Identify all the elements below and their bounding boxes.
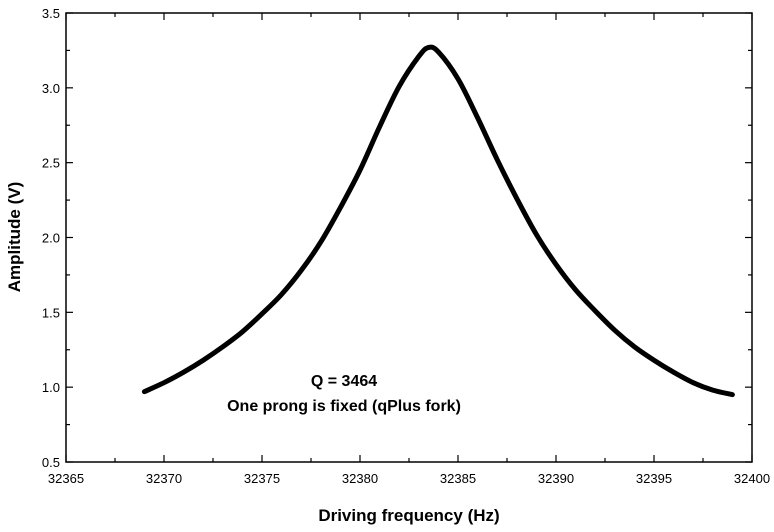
x-tick-label: 32365: [48, 471, 84, 486]
x-tick-label: 32400: [734, 471, 770, 486]
y-tick-label: 3.5: [42, 6, 60, 21]
y-tick-label: 3.0: [42, 81, 60, 96]
x-tick-label: 32385: [440, 471, 476, 486]
x-tick-label: 32380: [342, 471, 378, 486]
x-tick-label: 32390: [538, 471, 574, 486]
y-tick-label: 0.5: [42, 455, 60, 470]
x-tick-labels: 32365 32370 32375 32380 32385 32390 32395 32400: [48, 471, 770, 486]
annotation-q-value: Q = 3464: [311, 373, 377, 390]
y-tick-label: 2.0: [42, 231, 60, 246]
x-tick-label: 32395: [636, 471, 672, 486]
x-tick-label: 32370: [146, 471, 182, 486]
series-line: [141, 44, 735, 398]
x-tick-label: 32375: [244, 471, 280, 486]
x-axis-title: Driving frequency (Hz): [318, 506, 499, 525]
y-tick-label: 1.0: [42, 380, 60, 395]
plot-frame: [65, 12, 753, 463]
y-axis-title: Amplitude (V): [5, 182, 24, 293]
y-tick-label: 2.5: [42, 156, 60, 171]
y-tick-label: 1.5: [42, 305, 60, 320]
annotation-description: One prong is fixed (qPlus fork): [227, 398, 461, 415]
y-tick-labels: 0.5 1.0 1.5 2.0 2.5 3.0 3.5: [42, 6, 60, 470]
axis-ticks: [65, 12, 753, 463]
